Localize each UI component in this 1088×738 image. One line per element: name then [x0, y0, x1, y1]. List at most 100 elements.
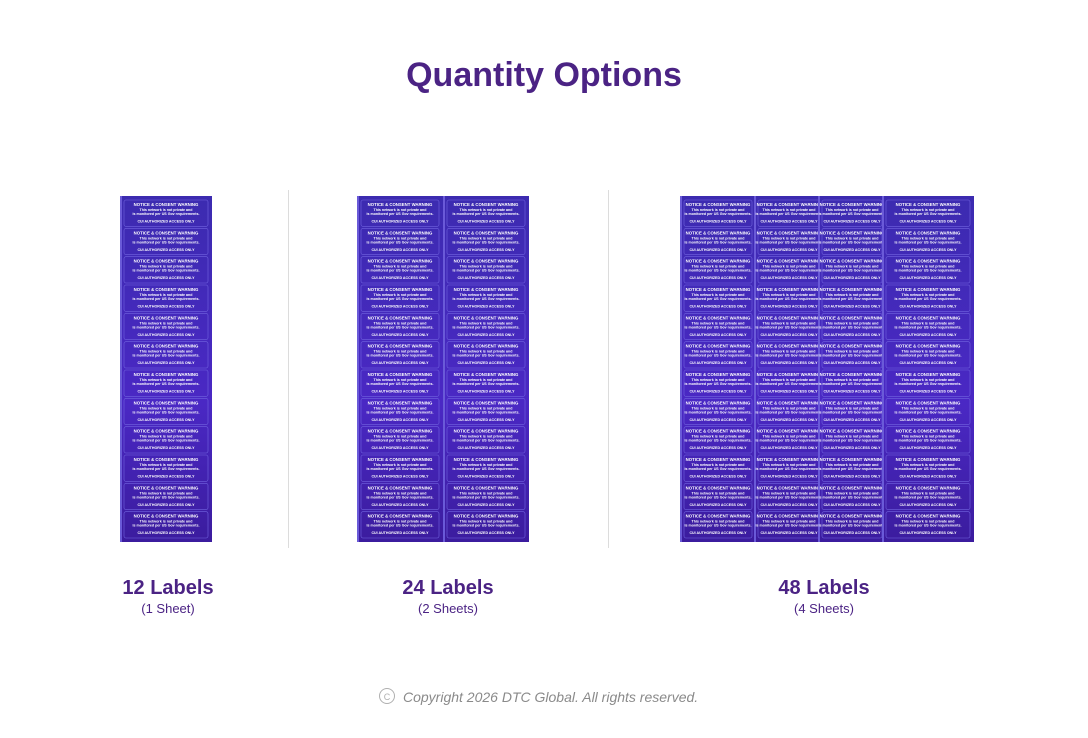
option-label: 12 Labels	[122, 577, 213, 599]
sticker-footer: CUI AUTHORIZED ACCESS ONLY	[760, 220, 818, 224]
sticker-footer: CUI AUTHORIZED ACCESS ONLY	[371, 446, 429, 450]
option-label: 24 Labels	[402, 577, 493, 599]
sticker-body: is monitored per US Gov requirements.	[895, 524, 962, 528]
sticker	[683, 511, 753, 539]
sticker-footer: CUI AUTHORIZED ACCESS ONLY	[760, 475, 818, 479]
sticker-footer: CUI AUTHORIZED ACCESS ONLY	[371, 503, 429, 507]
sticker-body: is monitored per US Gov requirements.	[895, 325, 962, 329]
sticker-footer: CUI AUTHORIZED ACCESS ONLY	[760, 248, 818, 252]
sticker-body: is monitored per US Gov requirements.	[895, 439, 962, 443]
sticker-footer: CUI AUTHORIZED ACCESS ONLY	[137, 305, 195, 309]
sticker-body: This network is not private and	[140, 435, 193, 439]
sticker-body: is monitored per US Gov requirements.	[756, 240, 823, 244]
sticker-body: This network is not private and	[763, 208, 816, 212]
sticker-body: This network is not private and	[826, 406, 879, 410]
sticker-footer: CUI AUTHORIZED ACCESS ONLY	[760, 361, 818, 365]
sticker-heading: NOTICE & CONSENT WARNING	[134, 259, 199, 264]
sticker	[683, 199, 753, 227]
sticker-heading: NOTICE & CONSENT WARNING	[820, 372, 885, 377]
sticker-heading: NOTICE & CONSENT WARNING	[454, 457, 519, 462]
sticker-body: This network is not private and	[763, 520, 816, 524]
sticker-footer: CUI AUTHORIZED ACCESS ONLY	[760, 446, 818, 450]
sticker-body: is monitored per US Gov requirements.	[895, 269, 962, 273]
sticker-body: This network is not private and	[460, 236, 513, 240]
sticker	[360, 199, 440, 227]
sticker	[446, 284, 526, 312]
sticker-footer: CUI AUTHORIZED ACCESS ONLY	[899, 446, 957, 450]
sticker-body: This network is not private and	[374, 293, 427, 297]
sticker-body: is monitored per US Gov requirements.	[819, 325, 886, 329]
sticker-body: This network is not private and	[692, 435, 745, 439]
sticker-body: is monitored per US Gov requirements.	[133, 467, 200, 471]
sticker-body: This network is not private and	[902, 378, 955, 382]
sticker-footer: CUI AUTHORIZED ACCESS ONLY	[760, 390, 818, 394]
sticker	[446, 228, 526, 255]
sticker	[123, 199, 209, 227]
sticker-body: is monitored per US Gov requirements.	[756, 524, 823, 528]
sticker-heading: NOTICE & CONSENT WARNING	[757, 259, 822, 264]
sticker-heading: NOTICE & CONSENT WARNING	[896, 372, 961, 377]
sticker	[360, 398, 440, 425]
sticker-body: is monitored per US Gov requirements.	[756, 467, 823, 471]
sticker-heading: NOTICE & CONSENT WARNING	[134, 287, 199, 292]
sticker	[123, 483, 209, 510]
sticker	[683, 398, 753, 425]
sticker-body: is monitored per US Gov requirements.	[819, 297, 886, 301]
sticker-footer: CUI AUTHORIZED ACCESS ONLY	[371, 276, 429, 280]
sticker-footer: CUI AUTHORIZED ACCESS ONLY	[899, 390, 957, 394]
sticker-heading: NOTICE & CONSENT WARNING	[820, 429, 885, 434]
sticker-body: This network is not private and	[140, 378, 193, 382]
sticker-heading: NOTICE & CONSENT WARNING	[368, 400, 433, 405]
sticker-heading: NOTICE & CONSENT WARNING	[820, 230, 885, 235]
sticker-footer: CUI AUTHORIZED ACCESS ONLY	[899, 276, 957, 280]
copyright-icon	[379, 688, 395, 704]
sticker-body: This network is not private and	[692, 491, 745, 495]
sticker	[683, 284, 753, 312]
sticker	[683, 256, 753, 284]
sticker	[360, 426, 440, 454]
sticker-body: This network is not private and	[902, 321, 955, 325]
sticker-body: is monitored per US Gov requirements.	[895, 467, 962, 471]
sticker	[683, 426, 753, 454]
sticker-body: This network is not private and	[763, 406, 816, 410]
sticker-heading: NOTICE & CONSENT WARNING	[896, 457, 961, 462]
sticker-body: is monitored per US Gov requirements.	[685, 240, 752, 244]
sticker-footer: CUI AUTHORIZED ACCESS ONLY	[899, 305, 957, 309]
sticker-heading: NOTICE & CONSENT WARNING	[896, 344, 961, 349]
sticker-body: This network is not private and	[460, 491, 513, 495]
sticker-body: This network is not private and	[374, 435, 427, 439]
sticker-body: is monitored per US Gov requirements.	[895, 382, 962, 386]
sticker-body: is monitored per US Gov requirements.	[756, 354, 823, 358]
sticker-heading: NOTICE & CONSENT WARNING	[757, 372, 822, 377]
sticker-body: is monitored per US Gov requirements.	[895, 212, 962, 216]
sticker-body: is monitored per US Gov requirements.	[133, 410, 200, 414]
sticker-body: is monitored per US Gov requirements.	[367, 467, 434, 471]
sticker	[360, 454, 440, 482]
sticker-body: is monitored per US Gov requirements.	[685, 269, 752, 273]
sheet-edge	[120, 196, 122, 542]
sticker-body: is monitored per US Gov requirements.	[895, 495, 962, 499]
sticker-heading: NOTICE & CONSENT WARNING	[134, 457, 199, 462]
sticker-body: is monitored per US Gov requirements.	[453, 439, 520, 443]
sticker-body: is monitored per US Gov requirements.	[453, 354, 520, 358]
sticker-heading: NOTICE & CONSENT WARNING	[757, 344, 822, 349]
sticker-body: is monitored per US Gov requirements.	[756, 495, 823, 499]
sticker-body: This network is not private and	[692, 236, 745, 240]
sticker-footer: CUI AUTHORIZED ACCESS ONLY	[689, 446, 747, 450]
sticker-heading: NOTICE & CONSENT WARNING	[757, 514, 822, 519]
sticker-body: is monitored per US Gov requirements.	[367, 410, 434, 414]
sticker-heading: NOTICE & CONSENT WARNING	[820, 287, 885, 292]
sheet-edge	[818, 196, 820, 542]
sticker-footer: CUI AUTHORIZED ACCESS ONLY	[457, 333, 515, 337]
sticker-body: is monitored per US Gov requirements.	[133, 212, 200, 216]
label-sheet: NOTICE & CONSENT WARNING This network is …	[680, 196, 756, 542]
sticker-heading: NOTICE & CONSENT WARNING	[757, 315, 822, 320]
sticker-body: is monitored per US Gov requirements.	[453, 240, 520, 244]
sheet-backing	[120, 196, 212, 542]
sticker-body: This network is not private and	[902, 265, 955, 269]
sticker-heading: NOTICE & CONSENT WARNING	[686, 457, 751, 462]
sticker-footer: CUI AUTHORIZED ACCESS ONLY	[457, 361, 515, 365]
sticker-footer: CUI AUTHORIZED ACCESS ONLY	[899, 418, 957, 422]
sticker-heading: NOTICE & CONSENT WARNING	[454, 429, 519, 434]
sticker-body: This network is not private and	[763, 350, 816, 354]
